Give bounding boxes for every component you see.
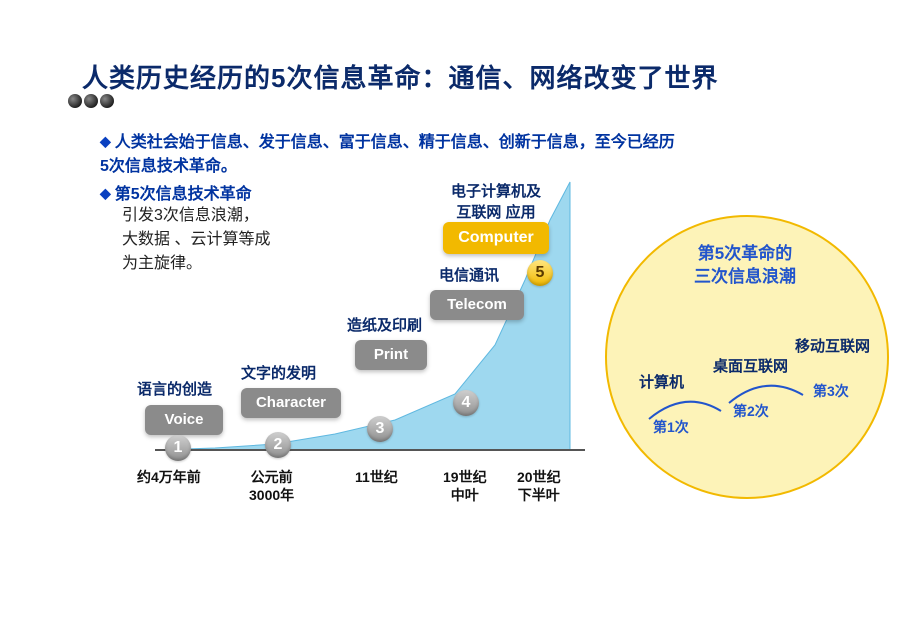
step-caption: 文字的发明 [241, 362, 316, 383]
step-caption: 电信通讯 [439, 264, 499, 285]
slide-title: 人类历史经历的5次信息革命：通信、网络改变了世界 [82, 58, 718, 95]
diamond-icon: ◆ [100, 185, 111, 201]
step-number-badge: 5 [527, 260, 553, 286]
waves-circle: 第5次革命的 三次信息浪潮 计算机第1次桌面互联网第2次移动互联网第3次 [605, 215, 885, 495]
diamond-icon: ◆ [100, 133, 111, 149]
wave-sub-label: 第3次 [813, 381, 849, 401]
bullet-1-text: 人类社会始于信息、发于信息、富于信息、精于信息、创新于信息，至今已经历 [115, 134, 675, 151]
step-number-badge: 3 [367, 416, 393, 442]
x-axis-label: 约4万年前 [137, 468, 201, 486]
wave-top-label: 移动互联网 [795, 335, 870, 356]
timeline-chart: 语言的创造Voice1约4万年前文字的发明Character2公元前 3000年… [155, 180, 585, 500]
step-box: Character [241, 388, 341, 418]
bullet-1-line1: ◆人类社会始于信息、发于信息、富于信息、精于信息、创新于信息，至今已经历 [100, 128, 675, 152]
step-caption: 语言的创造 [137, 378, 212, 399]
wave-top-label: 计算机 [639, 371, 684, 392]
step-box: Print [355, 340, 427, 370]
step-caption: 造纸及印刷 [347, 314, 422, 335]
wave-sub-label: 第1次 [653, 417, 689, 437]
step-box: Voice [145, 405, 223, 435]
bullet-1-line2: 5次信息技术革命。 [100, 152, 237, 176]
decorative-dots [68, 94, 116, 113]
step-number-badge: 1 [165, 435, 191, 461]
wave-top-label: 桌面互联网 [713, 355, 788, 376]
step-number-badge: 4 [453, 390, 479, 416]
x-axis-label: 11世纪 [355, 468, 398, 486]
x-axis-label: 20世纪 下半叶 [517, 468, 561, 504]
step-caption: 电子计算机及 互联网 应用 [451, 180, 541, 222]
step-box: Telecom [430, 290, 524, 320]
wave-sub-label: 第2次 [733, 401, 769, 421]
step-number-badge: 2 [265, 432, 291, 458]
step-box: Computer [443, 222, 549, 254]
x-axis-label: 19世纪 中叶 [443, 468, 487, 504]
x-axis-label: 公元前 3000年 [249, 468, 294, 504]
